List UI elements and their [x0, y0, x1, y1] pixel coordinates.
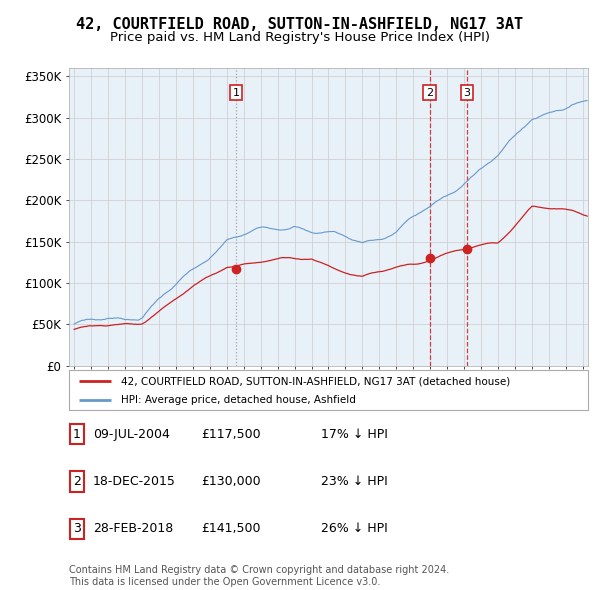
Text: 17% ↓ HPI: 17% ↓ HPI: [321, 428, 388, 441]
Text: 1: 1: [232, 88, 239, 98]
Text: £117,500: £117,500: [201, 428, 260, 441]
Text: £141,500: £141,500: [201, 522, 260, 535]
Text: 23% ↓ HPI: 23% ↓ HPI: [321, 475, 388, 488]
FancyBboxPatch shape: [70, 424, 84, 444]
Text: 42, COURTFIELD ROAD, SUTTON-IN-ASHFIELD, NG17 3AT: 42, COURTFIELD ROAD, SUTTON-IN-ASHFIELD,…: [76, 17, 524, 31]
Text: 42, COURTFIELD ROAD, SUTTON-IN-ASHFIELD, NG17 3AT (detached house): 42, COURTFIELD ROAD, SUTTON-IN-ASHFIELD,…: [121, 376, 510, 386]
Text: 26% ↓ HPI: 26% ↓ HPI: [321, 522, 388, 535]
Text: 2: 2: [426, 88, 433, 98]
Text: 28-FEB-2018: 28-FEB-2018: [93, 522, 173, 535]
Text: £130,000: £130,000: [201, 475, 260, 488]
Text: Price paid vs. HM Land Registry's House Price Index (HPI): Price paid vs. HM Land Registry's House …: [110, 31, 490, 44]
Text: 3: 3: [463, 88, 470, 98]
Text: Contains HM Land Registry data © Crown copyright and database right 2024.
This d: Contains HM Land Registry data © Crown c…: [69, 565, 449, 587]
Text: 2: 2: [73, 475, 81, 488]
Text: HPI: Average price, detached house, Ashfield: HPI: Average price, detached house, Ashf…: [121, 395, 356, 405]
Text: 18-DEC-2015: 18-DEC-2015: [93, 475, 176, 488]
Text: 1: 1: [73, 428, 81, 441]
FancyBboxPatch shape: [70, 519, 84, 539]
Text: 09-JUL-2004: 09-JUL-2004: [93, 428, 170, 441]
FancyBboxPatch shape: [69, 370, 588, 410]
FancyBboxPatch shape: [70, 471, 84, 491]
Text: 3: 3: [73, 522, 81, 535]
